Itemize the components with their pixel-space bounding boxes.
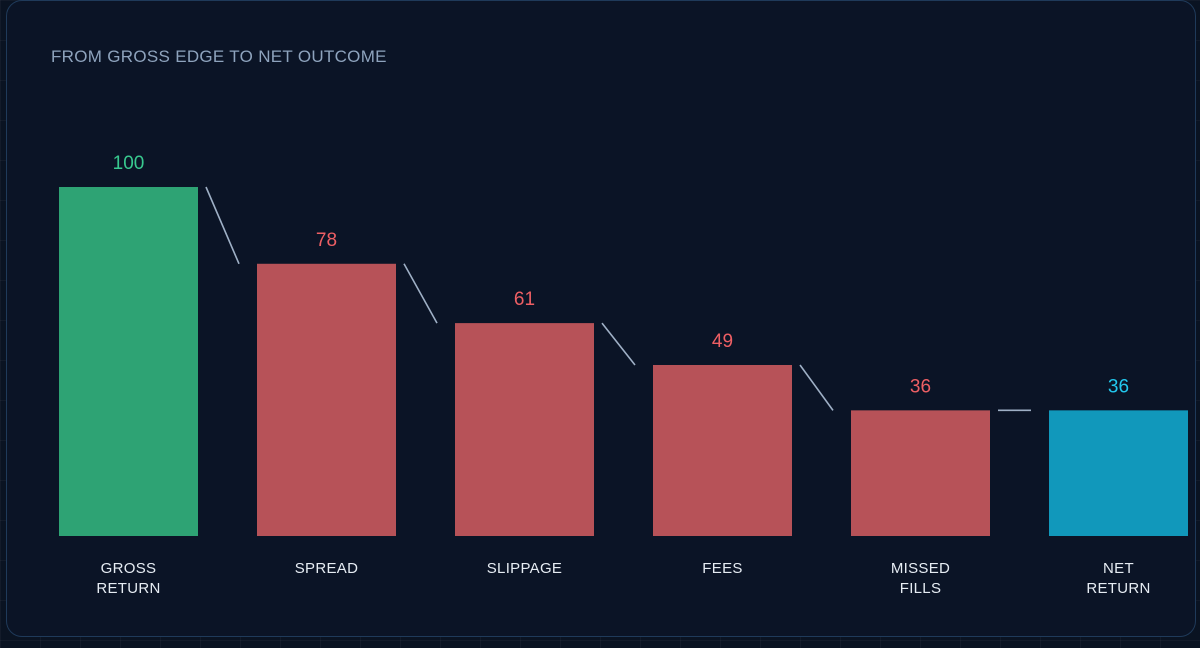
chart-card: FROM GROSS EDGE TO NET OUTCOME 100 GROSS R… [6,0,1196,637]
category-label-line: RETURN [1086,580,1150,597]
value-label-2: 61 [514,289,535,310]
bar-cost-1 [257,263,396,536]
category-label-line: GROSS [101,560,157,577]
category-label-4: MISSED FILLS [891,560,950,597]
category-label-line: FEES [702,560,742,577]
value-label-0: 100 [113,153,145,174]
category-label-3: FEES [702,560,742,577]
category-label-1: SPREAD [295,560,359,577]
value-label-5: 36 [1108,376,1129,397]
category-label-line: FILLS [900,580,942,597]
chart-title: FROM GROSS EDGE TO NET OUTCOME [51,47,387,66]
category-label-line: SLIPPAGE [487,560,563,577]
category-label-line: NET [1103,560,1134,577]
connector-line-0 [205,186,240,265]
category-label-line: SPREAD [295,560,359,577]
bar-net-5 [1049,410,1188,536]
bar-cost-3 [653,364,792,536]
connector-line-3 [799,364,834,411]
bar-cost-2 [455,323,594,536]
category-label-line: RETURN [96,580,160,597]
value-label-1: 78 [316,230,337,251]
bar-gross-0 [59,187,198,536]
value-label-4: 36 [910,376,931,397]
category-label-line: MISSED [891,560,950,577]
waterfall-chart: 100 GROSS RETURN 78 SPREAD 61 SLIPPAGE 49 FEES 36… [59,153,1188,597]
connector-line-1 [403,263,438,324]
connector-line-2 [601,322,636,366]
category-label-5: NET RETURN [1086,560,1150,597]
category-label-0: GROSS RETURN [96,560,160,597]
value-label-3: 49 [712,331,733,352]
bar-cost-4 [851,410,990,536]
category-label-2: SLIPPAGE [487,560,563,577]
